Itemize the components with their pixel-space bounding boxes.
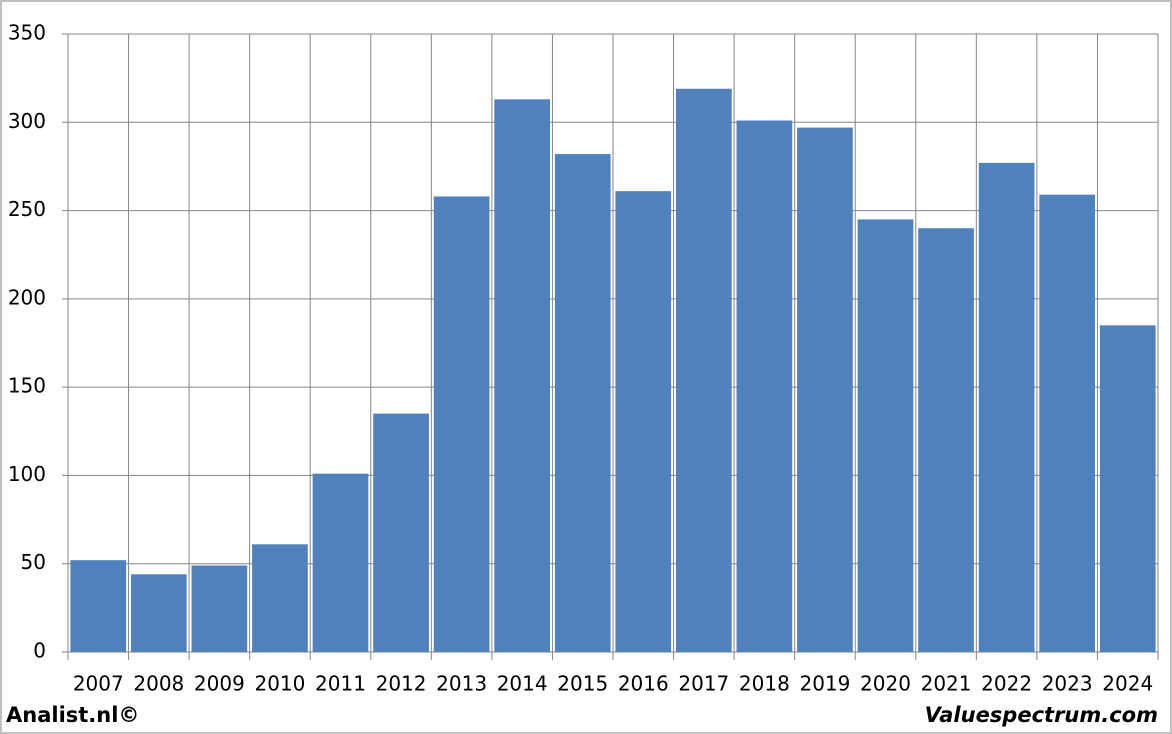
bar <box>312 473 369 652</box>
x-tick-label: 2008 <box>133 672 184 696</box>
x-tick-label: 2017 <box>678 672 729 696</box>
y-tick-label: 200 <box>8 285 46 309</box>
bar <box>1099 325 1156 652</box>
bar <box>433 196 490 652</box>
bar <box>191 565 248 652</box>
y-tick-label: 0 <box>33 639 46 663</box>
x-tick-label: 2023 <box>1042 672 1093 696</box>
bar <box>736 120 793 652</box>
y-tick-label: 300 <box>8 109 46 133</box>
x-tick-label: 2009 <box>194 672 245 696</box>
bar <box>373 413 429 652</box>
y-tick-label: 100 <box>8 462 46 486</box>
x-tick-label: 2015 <box>557 672 608 696</box>
y-tick-label: 150 <box>8 374 46 398</box>
bar <box>857 219 914 652</box>
x-tick-label: 2012 <box>376 672 427 696</box>
x-tick-label: 2019 <box>799 672 850 696</box>
x-tick-label: 2013 <box>436 672 487 696</box>
x-tick-label: 2020 <box>860 672 911 696</box>
bar <box>494 99 551 653</box>
y-tick-label: 350 <box>8 21 46 45</box>
x-tick-label: 2022 <box>981 672 1032 696</box>
x-tick-label: 2011 <box>315 672 366 696</box>
footer-right: Valuespectrum.com <box>925 703 1158 727</box>
bar <box>978 162 1035 652</box>
bar <box>797 127 853 652</box>
x-tick-label: 2010 <box>254 672 305 696</box>
y-tick-label: 250 <box>8 197 46 221</box>
x-tick-label: 2014 <box>497 672 548 696</box>
bar <box>615 191 672 653</box>
x-tick-label: 2007 <box>73 672 124 696</box>
x-tick-label: 2021 <box>921 672 972 696</box>
footer-left: Analist.nl© <box>6 703 139 727</box>
x-tick-label: 2016 <box>618 672 669 696</box>
bar <box>1039 194 1096 652</box>
bar <box>130 574 187 652</box>
x-tick-label: 2018 <box>739 672 790 696</box>
bar <box>675 88 732 653</box>
x-tick-label: 2024 <box>1102 672 1153 696</box>
bar <box>918 228 974 652</box>
y-tick-label: 50 <box>21 550 46 574</box>
bar <box>70 560 127 652</box>
bar <box>252 544 308 652</box>
bar <box>554 154 611 652</box>
